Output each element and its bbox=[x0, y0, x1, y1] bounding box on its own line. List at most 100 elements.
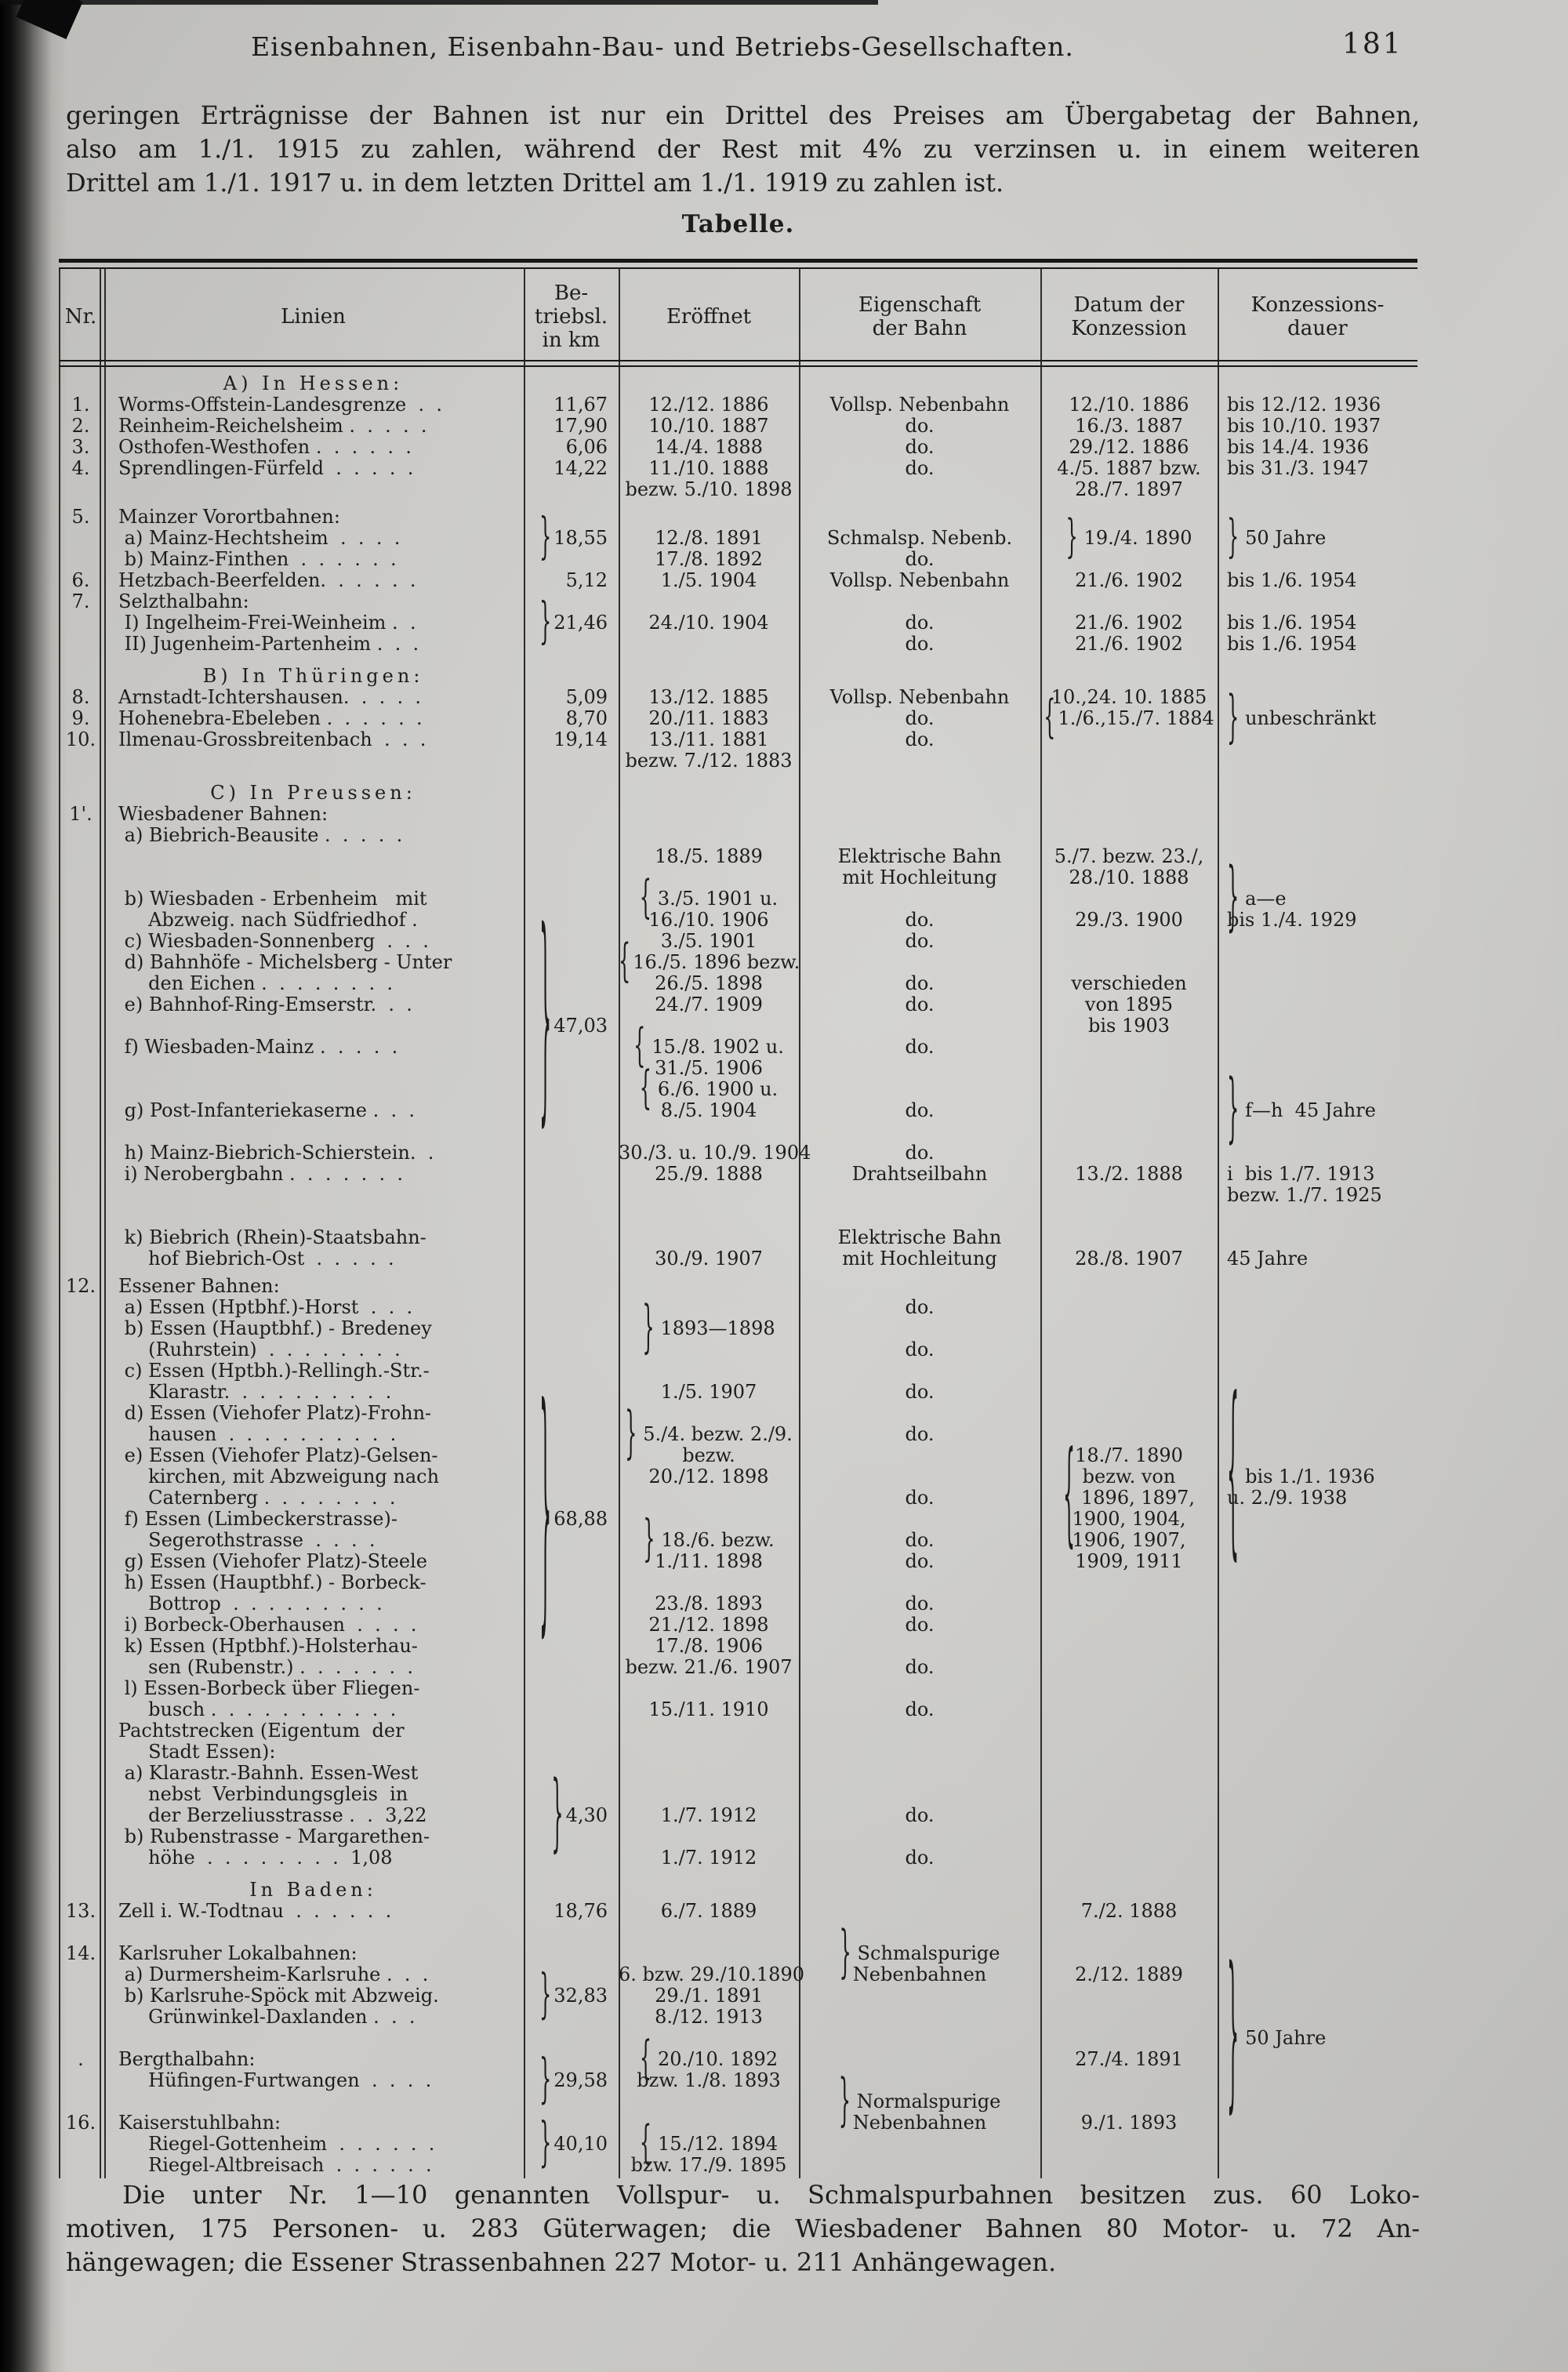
cell-line: e) Bahnhof-Ring-Emserstr. . . bbox=[118, 993, 412, 1015]
cell-line: bzw. 17./9. 1895 bbox=[630, 2154, 787, 2176]
brace-glyph: { bbox=[639, 2116, 652, 2170]
cell-line bbox=[799, 1509, 1040, 1530]
cell-line bbox=[524, 2091, 608, 2112]
cell-line: 29./12. 1886 bbox=[1069, 436, 1189, 458]
cell-line bbox=[59, 1985, 103, 2007]
cell-er: 11./10. 1888 bezw. 5./10. 1898 bbox=[619, 458, 799, 500]
cell-line: 24./10. 1904 bbox=[648, 612, 769, 634]
cell-line: 21./6. 1902 bbox=[1075, 612, 1183, 634]
cell-line bbox=[59, 1964, 103, 1985]
cell-line bbox=[524, 1636, 608, 1657]
cell-line: do. bbox=[905, 1550, 935, 1572]
cell-nr bbox=[59, 783, 103, 804]
cell-line bbox=[1227, 1297, 1417, 1318]
brace-glyph: } bbox=[1227, 510, 1240, 564]
cell-line bbox=[1040, 1922, 1218, 1943]
cell-du: bis 1./6. 1954 bis 1./6. 1954 bbox=[1218, 591, 1417, 655]
cell-line bbox=[524, 825, 608, 846]
cell-line bbox=[799, 2007, 1040, 2028]
cell-line bbox=[1227, 973, 1417, 994]
cell-line: Sprendlingen-Fürfeld . . . . . bbox=[118, 457, 414, 479]
cell-du: } 50 Jahre bbox=[1218, 1901, 1417, 2176]
cell-line bbox=[118, 2091, 524, 2112]
cell-line: C) In Preussen: bbox=[210, 782, 416, 804]
cell-line: } f—h 45 Jahre bbox=[1227, 1063, 1376, 1152]
cell-line: bis 1903 bbox=[1087, 1015, 1171, 1037]
cell-line bbox=[1227, 1964, 1417, 1985]
cell-line bbox=[524, 1784, 608, 1805]
header-eroeffnet: Eröffnet bbox=[666, 305, 752, 329]
cell-line: 1./11. 1898 bbox=[655, 1550, 763, 1572]
cell-line: 15./11. 1910 bbox=[648, 1698, 769, 1720]
cell-line bbox=[619, 1015, 799, 1037]
cell-line: 19,14 bbox=[554, 728, 608, 750]
cell-line bbox=[1227, 1985, 1417, 2007]
brace-glyph: { bbox=[639, 870, 652, 924]
section-header-row: A) In Hessen: bbox=[59, 373, 1417, 394]
header-linien: Linien bbox=[281, 305, 346, 329]
cell-line: do. bbox=[905, 930, 935, 952]
cell-line bbox=[59, 666, 103, 687]
cell-line bbox=[799, 2070, 1040, 2091]
cell-line bbox=[1040, 1276, 1218, 1297]
cell-da: 7./2. 1888 2./12. 1889 27./4. 1891 9./1. 18… bbox=[1040, 1901, 1218, 2176]
cell-line: 26./5. 1898 bbox=[655, 972, 763, 994]
cell-line bbox=[1040, 1206, 1218, 1227]
cell-nr: 6. bbox=[59, 570, 103, 591]
cell-line bbox=[524, 1678, 608, 1699]
cell-line: 4. bbox=[71, 457, 90, 479]
cell-km: 11,67 bbox=[524, 394, 619, 416]
cell-ei: do. bbox=[799, 458, 1040, 500]
cell-line bbox=[799, 1206, 1040, 1227]
cell-line: d) Essen (Viehofer Platz)-Frohn- bbox=[118, 1402, 432, 1424]
cell-li: Selzthalbahn: I) Ingelheim-Frei-Weinheim… bbox=[103, 591, 524, 655]
cell-line: } 50 Jahre bbox=[1227, 510, 1327, 564]
cell-line: } 1893—1898 bbox=[642, 1293, 775, 1360]
cell-nr: 4. bbox=[59, 458, 103, 500]
cell-line bbox=[524, 952, 608, 973]
cell-line bbox=[524, 973, 608, 994]
cell-line: Reinheim-Reichelsheim . . . . . bbox=[118, 415, 427, 437]
cell-line: 1900, 1904, bbox=[1072, 1508, 1186, 1530]
cell-line: bis 1./6. 1954 bbox=[1227, 612, 1357, 634]
cell-line: Abzweig. nach Südfriedhof . bbox=[118, 909, 418, 931]
datum-col-rule bbox=[1040, 267, 1042, 2178]
cell-line: bezw. 21./6. 1907 bbox=[625, 1656, 793, 1678]
cell-line: do. bbox=[905, 1036, 935, 1058]
cell-km: } 47,03 bbox=[524, 804, 619, 1270]
cell-line bbox=[59, 373, 103, 394]
row-gap bbox=[59, 1869, 1417, 1880]
cell-line: 13./12. 1885 bbox=[648, 686, 769, 708]
cell-line: 13./2. 1888 bbox=[1075, 1163, 1183, 1185]
cell-line bbox=[619, 1720, 799, 1742]
cell-line: c) Essen (Hptbh.)-Rellingh.-Str.- bbox=[118, 1360, 430, 1382]
cell-line: do. bbox=[905, 1381, 935, 1403]
cell-line: do. bbox=[905, 1698, 935, 1720]
cell-line: Vollsp. Nebenbahn bbox=[829, 394, 1010, 416]
cell-er: 10./10. 1887 bbox=[619, 416, 799, 437]
cell-line: do. bbox=[905, 1142, 935, 1164]
cell-li: Arnstadt-Ichtershausen. . . . . Hohenebra… bbox=[103, 687, 524, 772]
cell-line bbox=[799, 1720, 1040, 1742]
cell-line: k) Essen (Hptbhf.)-Holsterhau- bbox=[118, 1635, 418, 1657]
cell-km: 14,22 bbox=[524, 458, 619, 500]
summary-line: motiven, 175 Personen- u. 283 Güterwagen… bbox=[66, 2214, 1420, 2243]
cell-line bbox=[799, 804, 1040, 825]
cell-line: 1./5. 1907 bbox=[660, 1381, 757, 1403]
eroeffnet-col-rule bbox=[619, 267, 620, 2178]
cell-line bbox=[619, 1943, 799, 1964]
cell-line: 16. bbox=[65, 2112, 96, 2134]
page-number: 181 bbox=[1342, 28, 1403, 60]
cell-line: 6. bbox=[71, 569, 90, 591]
cell-line bbox=[1227, 1445, 1417, 1466]
cell-line: b) Karlsruhe-Spöck mit Abzweig. bbox=[118, 1985, 439, 2007]
cell-line bbox=[619, 1784, 799, 1805]
cell-line: i bis 1./7. 1913 bbox=[1227, 1163, 1375, 1185]
cell-line bbox=[619, 1678, 799, 1699]
table-row: 7. Selzthalbahn: I) Ingelheim-Frei-Weinhe… bbox=[59, 591, 1417, 655]
cell-line: 5./7. bezw. 23./, bbox=[1054, 845, 1204, 867]
cell-line: do. bbox=[905, 1423, 935, 1445]
brace-glyph: } bbox=[539, 885, 552, 1149]
cell-line: 8./12. 1913 bbox=[655, 2006, 763, 2028]
